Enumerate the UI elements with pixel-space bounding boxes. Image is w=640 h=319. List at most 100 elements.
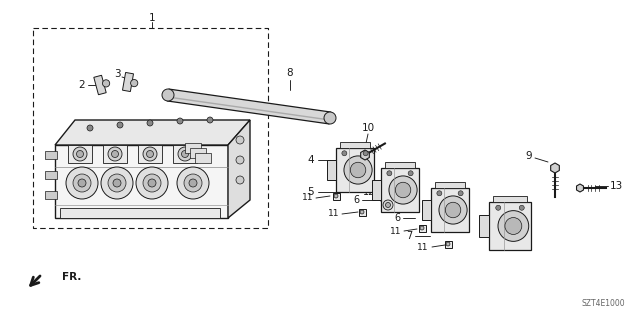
Circle shape [162, 89, 174, 101]
FancyBboxPatch shape [45, 171, 57, 179]
FancyBboxPatch shape [336, 148, 374, 192]
Circle shape [131, 79, 138, 87]
Circle shape [184, 174, 202, 192]
Circle shape [207, 117, 213, 123]
Text: 4: 4 [308, 155, 314, 165]
FancyBboxPatch shape [445, 241, 451, 248]
Text: 11: 11 [390, 226, 402, 235]
Polygon shape [361, 150, 369, 160]
FancyBboxPatch shape [138, 145, 162, 163]
Text: 10: 10 [362, 123, 374, 133]
Text: SZT4E1000: SZT4E1000 [581, 299, 625, 308]
FancyBboxPatch shape [358, 209, 365, 216]
Text: FR.: FR. [62, 272, 81, 282]
Text: 5: 5 [308, 187, 314, 197]
Circle shape [177, 167, 209, 199]
Text: 12: 12 [363, 187, 375, 197]
Circle shape [396, 182, 411, 198]
Text: 11: 11 [417, 242, 429, 251]
Text: 11: 11 [328, 210, 340, 219]
Circle shape [342, 151, 347, 156]
FancyBboxPatch shape [422, 200, 431, 220]
Circle shape [458, 191, 463, 196]
Circle shape [101, 167, 133, 199]
FancyBboxPatch shape [381, 168, 419, 212]
FancyBboxPatch shape [419, 225, 426, 232]
FancyBboxPatch shape [340, 142, 370, 148]
FancyBboxPatch shape [333, 192, 339, 199]
Polygon shape [94, 75, 106, 95]
FancyBboxPatch shape [68, 145, 92, 163]
Text: 3: 3 [114, 69, 120, 79]
Circle shape [147, 151, 154, 158]
Circle shape [420, 226, 424, 230]
Circle shape [113, 179, 121, 187]
Polygon shape [550, 163, 559, 173]
Text: 13: 13 [609, 181, 623, 191]
Circle shape [445, 202, 461, 218]
Circle shape [147, 120, 153, 126]
Circle shape [108, 147, 122, 161]
Circle shape [446, 242, 450, 246]
Text: 11: 11 [302, 194, 314, 203]
Circle shape [389, 176, 417, 204]
FancyBboxPatch shape [371, 180, 381, 200]
FancyBboxPatch shape [60, 208, 220, 218]
Circle shape [189, 179, 197, 187]
Polygon shape [55, 145, 228, 218]
Polygon shape [228, 120, 250, 218]
Circle shape [108, 174, 126, 192]
Circle shape [383, 200, 393, 210]
FancyBboxPatch shape [45, 191, 57, 199]
Circle shape [73, 147, 87, 161]
FancyBboxPatch shape [173, 145, 197, 163]
FancyBboxPatch shape [326, 160, 336, 180]
FancyBboxPatch shape [435, 182, 465, 188]
Circle shape [360, 210, 364, 214]
Polygon shape [122, 72, 134, 92]
Text: 2: 2 [79, 80, 85, 90]
Text: 6: 6 [394, 213, 400, 223]
Circle shape [505, 218, 522, 234]
Circle shape [498, 211, 529, 241]
Circle shape [77, 151, 83, 158]
Circle shape [519, 205, 524, 210]
Polygon shape [577, 184, 584, 192]
Circle shape [236, 156, 244, 164]
Circle shape [87, 125, 93, 131]
FancyBboxPatch shape [103, 145, 127, 163]
Circle shape [236, 176, 244, 184]
FancyBboxPatch shape [45, 151, 57, 159]
Circle shape [439, 196, 467, 224]
FancyBboxPatch shape [195, 153, 211, 163]
Circle shape [178, 147, 192, 161]
Circle shape [324, 112, 336, 124]
Circle shape [496, 205, 500, 210]
FancyBboxPatch shape [479, 215, 489, 237]
FancyBboxPatch shape [385, 162, 415, 168]
Circle shape [236, 136, 244, 144]
Circle shape [363, 151, 368, 156]
Circle shape [182, 151, 189, 158]
Circle shape [66, 167, 98, 199]
Circle shape [143, 174, 161, 192]
FancyBboxPatch shape [190, 148, 206, 158]
FancyBboxPatch shape [431, 188, 469, 232]
Circle shape [334, 194, 338, 198]
FancyBboxPatch shape [185, 143, 201, 153]
Circle shape [350, 162, 366, 178]
Polygon shape [55, 120, 250, 145]
Polygon shape [167, 89, 331, 124]
Circle shape [136, 167, 168, 199]
Circle shape [385, 203, 390, 207]
Circle shape [408, 171, 413, 176]
Circle shape [143, 147, 157, 161]
Circle shape [111, 151, 118, 158]
Text: 1: 1 [148, 13, 156, 23]
Circle shape [148, 179, 156, 187]
Circle shape [344, 156, 372, 184]
Circle shape [177, 118, 183, 124]
Circle shape [117, 122, 123, 128]
Circle shape [78, 179, 86, 187]
FancyBboxPatch shape [489, 202, 531, 250]
